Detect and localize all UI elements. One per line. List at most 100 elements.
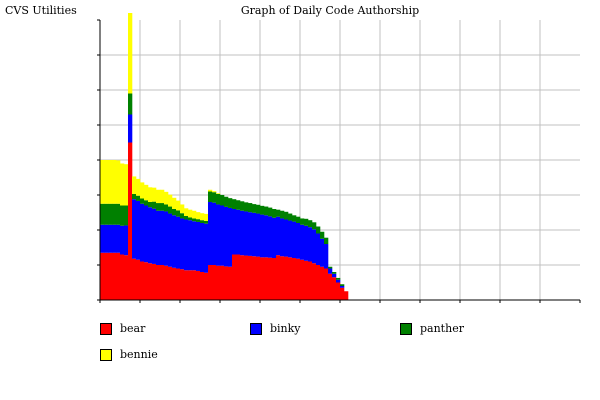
area-segment-bennie xyxy=(172,197,177,209)
area-segment-bear xyxy=(112,252,117,300)
area-segment-binky xyxy=(192,221,197,271)
area-segment-bear xyxy=(312,263,317,300)
area-segment-binky xyxy=(252,212,257,257)
area-segment-bear xyxy=(264,257,269,300)
legend-label-panther: panther xyxy=(420,322,464,335)
area-segment-binky xyxy=(180,218,185,270)
area-segment-bear xyxy=(116,252,121,300)
area-segment-panther xyxy=(260,205,265,215)
area-segment-binky xyxy=(144,205,149,263)
area-segment-panther xyxy=(300,218,305,225)
area-segment-bear xyxy=(232,254,237,300)
area-segment-bear xyxy=(252,256,257,300)
area-segment-binky xyxy=(276,216,281,256)
area-segment-bear xyxy=(136,259,141,300)
area-segment-bear xyxy=(216,265,221,300)
area-segment-panther xyxy=(340,284,345,286)
area-segment-panther xyxy=(332,272,337,274)
area-segment-binky xyxy=(136,200,141,260)
area-segment-panther xyxy=(324,237,329,244)
chart-title: Graph of Daily Code Authorship xyxy=(240,4,420,17)
area-segment-binky xyxy=(100,224,105,253)
area-segment-binky xyxy=(208,202,213,265)
area-segment-panther xyxy=(268,207,273,217)
area-segment-bear xyxy=(156,265,161,300)
area-segment-panther xyxy=(216,193,221,205)
area-segment-panther xyxy=(168,206,173,214)
area-segment-bear xyxy=(260,257,265,300)
area-segment-panther xyxy=(204,220,209,224)
area-segment-panther xyxy=(144,200,149,206)
app-title: CVS Utilities xyxy=(5,4,77,17)
area-segment-panther xyxy=(140,198,145,204)
area-segment-panther xyxy=(336,277,341,280)
area-segment-bear xyxy=(292,258,297,300)
area-segment-bear xyxy=(172,267,177,300)
area-segment-binky xyxy=(320,238,325,267)
area-segment-binky xyxy=(304,225,309,261)
area-segment-bear xyxy=(192,270,197,300)
area-segment-bear xyxy=(212,265,217,300)
area-segment-bear xyxy=(108,252,113,300)
area-segment-panther xyxy=(152,201,157,209)
area-segment-panther xyxy=(100,203,105,225)
area-segment-panther xyxy=(256,204,261,214)
area-segment-bear xyxy=(224,266,229,300)
area-segment-binky xyxy=(324,244,329,269)
area-segment-binky xyxy=(104,224,109,253)
area-segment-binky xyxy=(184,219,189,271)
area-segment-binky xyxy=(240,210,245,256)
area-segment-binky xyxy=(200,223,205,272)
area-segment-bear xyxy=(144,262,149,300)
area-segment-panther xyxy=(124,205,129,226)
area-segment-panther xyxy=(272,209,277,218)
area-segment-panther xyxy=(224,196,229,207)
area-segment-bear xyxy=(196,270,201,300)
area-segment-bear xyxy=(240,255,245,300)
area-segment-binky xyxy=(168,213,173,267)
area-segment-bear xyxy=(276,255,281,300)
area-segment-binky xyxy=(212,202,217,265)
area-segment-bennie xyxy=(100,160,105,204)
area-segment-panther xyxy=(292,215,297,222)
area-segment-bear xyxy=(328,273,333,300)
area-segment-binky xyxy=(300,224,305,260)
area-segment-bear xyxy=(164,265,169,300)
area-segment-panther xyxy=(148,202,153,208)
area-segment-panther xyxy=(196,219,201,222)
area-segment-bennie xyxy=(152,187,157,202)
area-segment-bear xyxy=(236,254,241,300)
area-segment-binky xyxy=(108,224,113,253)
area-segment-binky xyxy=(336,279,341,283)
area-segment-binky xyxy=(312,229,317,264)
area-segment-binky xyxy=(256,213,261,257)
area-segment-binky xyxy=(316,233,321,265)
area-segment-bear xyxy=(300,259,305,300)
area-segment-panther xyxy=(244,202,249,212)
area-segment-binky xyxy=(128,114,133,143)
area-segment-bennie xyxy=(196,212,201,220)
area-segment-panther xyxy=(120,205,125,226)
area-segment-binky xyxy=(248,212,253,256)
area-segment-binky xyxy=(268,216,273,258)
area-segment-panther xyxy=(304,218,309,226)
area-segment-panther xyxy=(192,218,197,222)
area-segment-binky xyxy=(340,286,345,288)
area-segment-binky xyxy=(288,220,293,258)
area-segment-bear xyxy=(104,252,109,300)
area-segment-bennie xyxy=(188,209,193,218)
area-segment-bear xyxy=(340,287,345,300)
area-segment-bear xyxy=(132,258,137,300)
area-segment-binky xyxy=(228,207,233,267)
area-segment-bennie xyxy=(116,160,121,204)
area-segment-binky xyxy=(272,217,277,258)
area-segment-binky xyxy=(292,221,297,258)
area-segment-bennie xyxy=(176,200,181,211)
area-segment-panther xyxy=(184,216,189,220)
area-segment-binky xyxy=(132,199,137,259)
area-segment-panther xyxy=(312,222,317,230)
area-segment-panther xyxy=(236,200,241,210)
area-segment-bennie xyxy=(160,189,165,204)
area-segment-bennie xyxy=(204,213,209,221)
